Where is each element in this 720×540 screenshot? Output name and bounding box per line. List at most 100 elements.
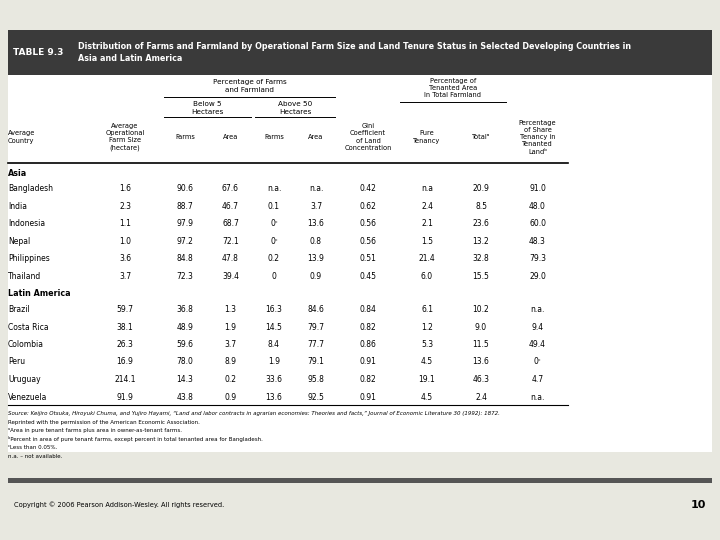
Text: 0.62: 0.62 [359, 202, 377, 211]
Text: Percentage of Farms
and Farmland: Percentage of Farms and Farmland [212, 79, 287, 93]
Text: 38.1: 38.1 [117, 322, 133, 332]
Text: 0.42: 0.42 [359, 184, 377, 193]
Text: Nepal: Nepal [8, 237, 30, 246]
Text: 26.3: 26.3 [117, 340, 133, 349]
Text: n.a. – not available.: n.a. – not available. [8, 454, 63, 459]
Text: 79.1: 79.1 [307, 357, 325, 367]
Text: Brazil: Brazil [8, 305, 30, 314]
Text: 67.6: 67.6 [222, 184, 239, 193]
Text: Thailand: Thailand [8, 272, 41, 281]
Text: 46.3: 46.3 [472, 375, 490, 384]
Text: 68.7: 68.7 [222, 219, 239, 228]
Text: 19.1: 19.1 [418, 375, 436, 384]
Text: 23.6: 23.6 [472, 219, 490, 228]
Text: 21.4: 21.4 [418, 254, 436, 263]
Text: Totalᵃ: Totalᵃ [472, 134, 490, 140]
Text: Source: Keijiro Otsuka, Hiroyuki Chuma, and Yujiro Hayami, “Land and labor contr: Source: Keijiro Otsuka, Hiroyuki Chuma, … [8, 411, 500, 416]
Text: 88.7: 88.7 [176, 202, 194, 211]
Text: Distribution of Farms and Farmland by Operational Farm Size and Land Tenure Stat: Distribution of Farms and Farmland by Op… [78, 42, 631, 63]
Text: n.a.: n.a. [531, 393, 545, 402]
Text: 3.7: 3.7 [310, 202, 322, 211]
Text: 43.8: 43.8 [176, 393, 194, 402]
Text: 0.82: 0.82 [359, 322, 377, 332]
Text: 48.9: 48.9 [176, 322, 194, 332]
Text: n.a: n.a [421, 184, 433, 193]
Text: 0: 0 [271, 272, 276, 281]
Text: 1.2: 1.2 [421, 322, 433, 332]
Text: 6.0: 6.0 [421, 272, 433, 281]
Text: 14.3: 14.3 [176, 375, 194, 384]
Text: 47.8: 47.8 [222, 254, 239, 263]
Text: 13.6: 13.6 [307, 219, 325, 228]
Text: 59.7: 59.7 [117, 305, 133, 314]
Text: Costa Rica: Costa Rica [8, 322, 49, 332]
Text: 95.8: 95.8 [307, 375, 325, 384]
Text: 13.6: 13.6 [472, 357, 490, 367]
Text: Uruguay: Uruguay [8, 375, 40, 384]
Text: 0.2: 0.2 [225, 375, 236, 384]
Text: 48.3: 48.3 [529, 237, 546, 246]
Bar [8, 478, 712, 483]
Text: Farms: Farms [264, 134, 284, 140]
Text: 15.5: 15.5 [472, 272, 490, 281]
Text: 0.56: 0.56 [359, 237, 377, 246]
Text: 0.56: 0.56 [359, 219, 377, 228]
Text: 36.8: 36.8 [176, 305, 194, 314]
Text: 14.5: 14.5 [266, 322, 282, 332]
Text: 1.0: 1.0 [119, 237, 131, 246]
Text: 0.86: 0.86 [359, 340, 377, 349]
Text: 10.2: 10.2 [472, 305, 490, 314]
Text: 16.3: 16.3 [266, 305, 282, 314]
Text: 77.7: 77.7 [307, 340, 325, 349]
Text: 3.7: 3.7 [225, 340, 237, 349]
Text: 84.8: 84.8 [176, 254, 194, 263]
Text: Copyright © 2006 Pearson Addison-Wesley. All rights reserved.: Copyright © 2006 Pearson Addison-Wesley.… [14, 502, 224, 508]
Text: 0.91: 0.91 [359, 393, 377, 402]
Text: 13.2: 13.2 [472, 237, 490, 246]
Text: 97.2: 97.2 [176, 237, 194, 246]
Text: 0.1: 0.1 [268, 202, 280, 211]
Text: Percentage
of Share
Tenancy in
Tenanted
Landᵇ: Percentage of Share Tenancy in Tenanted … [518, 119, 557, 154]
Text: 8.5: 8.5 [475, 202, 487, 211]
Text: 13.9: 13.9 [307, 254, 325, 263]
Text: Reprinted with the permission of the American Economic Association.: Reprinted with the permission of the Ame… [8, 420, 200, 425]
Text: 0.91: 0.91 [359, 357, 377, 367]
Text: 4.7: 4.7 [531, 375, 544, 384]
Text: Percentage of
Tenanted Area
In Total Farmland: Percentage of Tenanted Area In Total Far… [425, 78, 482, 98]
Text: 46.7: 46.7 [222, 202, 239, 211]
Text: 91.9: 91.9 [117, 393, 133, 402]
Text: 20.9: 20.9 [472, 184, 490, 193]
Text: 6.1: 6.1 [421, 305, 433, 314]
Text: 29.0: 29.0 [529, 272, 546, 281]
Text: 0.8: 0.8 [310, 237, 322, 246]
Text: 1.3: 1.3 [225, 305, 236, 314]
Text: 4.5: 4.5 [421, 393, 433, 402]
Text: 0ᶜ: 0ᶜ [270, 219, 278, 228]
Text: Bangladesh: Bangladesh [8, 184, 53, 193]
Text: ᶜLess than 0.05%.: ᶜLess than 0.05%. [8, 446, 58, 450]
Text: 8.4: 8.4 [268, 340, 280, 349]
Text: 4.5: 4.5 [421, 357, 433, 367]
Text: 48.0: 48.0 [529, 202, 546, 211]
Text: Above 50
Hectares: Above 50 Hectares [278, 102, 312, 115]
Text: 1.9: 1.9 [268, 357, 280, 367]
Text: 9.4: 9.4 [531, 322, 544, 332]
Text: 97.9: 97.9 [176, 219, 194, 228]
Text: 92.5: 92.5 [307, 393, 325, 402]
Text: Farms: Farms [175, 134, 195, 140]
Text: 32.8: 32.8 [472, 254, 490, 263]
Text: 1.9: 1.9 [225, 322, 236, 332]
Text: 59.6: 59.6 [176, 340, 194, 349]
Text: Gini
Coefficient
of Land
Concentration: Gini Coefficient of Land Concentration [344, 123, 392, 151]
Text: 60.0: 60.0 [529, 219, 546, 228]
Text: n.a.: n.a. [531, 305, 545, 314]
Text: Pure
Tenancy: Pure Tenancy [413, 130, 441, 144]
Text: Philippines: Philippines [8, 254, 50, 263]
Text: n.a.: n.a. [267, 184, 282, 193]
Text: 0.9: 0.9 [310, 272, 322, 281]
Text: Venezuela: Venezuela [8, 393, 48, 402]
Text: 13.6: 13.6 [266, 393, 282, 402]
Text: Average
Country: Average Country [8, 130, 35, 144]
Text: 0ᶜ: 0ᶜ [534, 357, 541, 367]
Text: Asia: Asia [8, 168, 27, 178]
